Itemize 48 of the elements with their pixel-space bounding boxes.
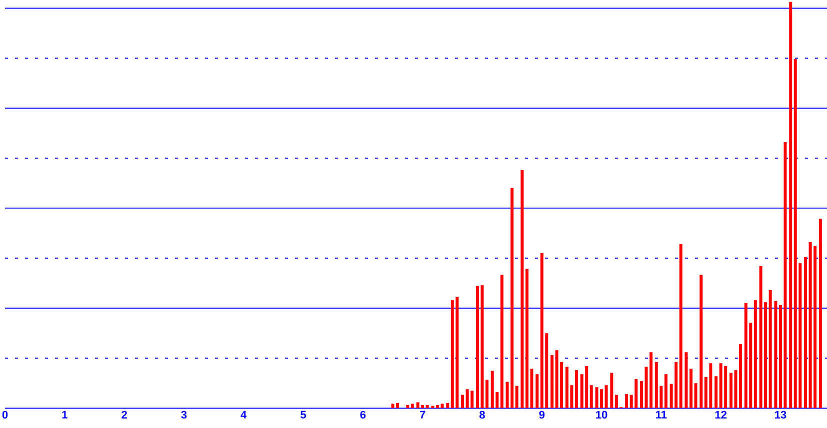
bar xyxy=(485,380,488,408)
bar xyxy=(754,300,757,408)
bar xyxy=(774,300,778,408)
x-tick-label: 6 xyxy=(360,410,366,419)
x-tick-label: 12 xyxy=(715,410,726,418)
x-tick-label: 10 xyxy=(596,410,608,419)
bar xyxy=(689,368,692,408)
bar xyxy=(610,372,614,408)
bar xyxy=(679,244,682,408)
bar xyxy=(684,352,688,408)
bar xyxy=(600,389,604,408)
bar xyxy=(436,405,439,408)
bar xyxy=(396,403,400,408)
bar xyxy=(426,405,429,408)
bar xyxy=(664,374,668,408)
bar xyxy=(625,394,628,408)
x-tick-label: 5 xyxy=(300,410,306,418)
bar xyxy=(461,394,464,408)
bar xyxy=(694,383,698,408)
bar xyxy=(818,218,822,408)
x-tick-label: 7 xyxy=(420,410,426,418)
bar xyxy=(446,403,450,408)
bar xyxy=(574,370,578,408)
bar xyxy=(640,381,643,408)
bar xyxy=(550,355,554,408)
bar xyxy=(804,257,808,408)
x-tick-label: 4 xyxy=(240,410,247,418)
x-tick-label: 1 xyxy=(62,410,68,418)
bar xyxy=(515,386,518,408)
x-tick-label: 3 xyxy=(181,410,187,419)
x-tick-label: 11 xyxy=(656,410,667,418)
bar xyxy=(590,385,593,408)
bar xyxy=(536,374,539,408)
bar xyxy=(768,290,772,408)
bar xyxy=(789,2,792,408)
bar xyxy=(520,170,524,408)
bar xyxy=(500,274,504,408)
bar xyxy=(700,274,703,408)
x-tick-label: 0 xyxy=(2,410,8,419)
bar xyxy=(739,344,742,408)
bar xyxy=(406,405,410,408)
x-tick-label: 8 xyxy=(480,410,485,419)
bar xyxy=(595,387,598,408)
x-tick-label: 13 xyxy=(775,410,786,419)
x-tick-label: 9 xyxy=(539,410,545,419)
bar xyxy=(604,385,608,408)
x-tick-label: 2 xyxy=(122,410,127,418)
bar xyxy=(714,376,718,408)
